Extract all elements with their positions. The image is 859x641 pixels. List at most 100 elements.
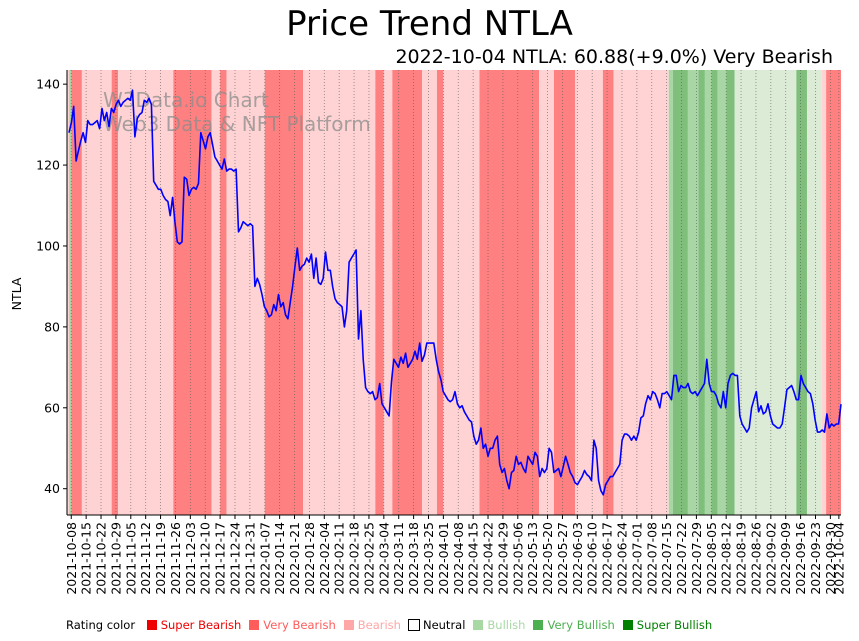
legend-label: Very Bullish — [547, 618, 615, 632]
x-tick-label: 2022-09-23 — [808, 522, 823, 595]
legend-title: Rating color — [66, 618, 136, 632]
x-tick-label: 2021-11-26 — [168, 522, 183, 595]
x-tick-label: 2022-02-25 — [361, 522, 376, 595]
y-tick-label: 140 — [36, 77, 60, 92]
rating-band — [436, 70, 444, 515]
x-tick-label: 2022-08-19 — [734, 522, 749, 595]
legend-label: Neutral — [422, 618, 466, 632]
x-tick-label: 2022-04-01 — [436, 522, 451, 595]
rating-band — [69, 70, 72, 515]
rating-band — [422, 70, 437, 515]
x-tick-label: 2022-02-04 — [317, 522, 332, 595]
legend-label: Very Bearish — [263, 618, 336, 632]
x-tick-label: 2021-12-24 — [228, 522, 243, 595]
legend-item: Super Bearish — [146, 618, 241, 632]
x-tick-label: 2022-03-18 — [406, 522, 421, 595]
rating-band — [264, 70, 304, 515]
x-tick-label: 2021-10-29 — [108, 522, 123, 595]
x-tick-label: 2022-06-10 — [585, 522, 600, 595]
rating-band — [575, 70, 603, 515]
x-tick-label: 2022-07-08 — [644, 522, 659, 595]
x-tick-label: 2022-01-28 — [302, 522, 317, 595]
rating-band — [806, 70, 822, 515]
legend-swatch — [533, 620, 544, 630]
rating-band — [383, 70, 393, 515]
rating-band — [711, 70, 718, 515]
rating-band — [668, 70, 674, 515]
y-tick-label: 120 — [36, 158, 60, 173]
watermark-line-1: W3Data.io Chart — [103, 88, 269, 112]
legend-label: Bearish — [357, 618, 401, 632]
legend-label: Bullish — [487, 618, 526, 632]
y-tick-label: 100 — [36, 238, 60, 253]
legend-swatch — [146, 620, 157, 630]
x-tick-label: 2022-04-29 — [495, 522, 510, 595]
x-tick-label: 2022-01-14 — [272, 522, 287, 595]
x-tick-label: 2021-12-17 — [213, 522, 228, 595]
x-tick-label: 2022-02-11 — [332, 522, 347, 595]
x-tick-label: 2022-05-06 — [510, 522, 525, 595]
watermark-line-2: Web3 Data & NFT Platform — [103, 112, 371, 136]
x-tick-label: 2022-05-20 — [540, 522, 555, 595]
y-tick-label: 40 — [44, 481, 60, 496]
x-tick-label: 2022-09-30 — [823, 522, 838, 595]
x-tick-label: 2022-02-18 — [347, 522, 362, 595]
x-tick-label: 2021-11-19 — [153, 522, 168, 595]
x-tick-label: 2022-05-13 — [525, 522, 540, 595]
rating-band — [81, 70, 112, 515]
x-tick-label: 2021-11-05 — [123, 522, 138, 595]
legend-swatch — [473, 620, 484, 630]
x-tick-label: 2021-10-08 — [64, 522, 79, 595]
x-tick-label: 2022-10-04 — [831, 522, 846, 595]
x-tick-label: 2022-05-27 — [555, 522, 570, 595]
x-tick-label: 2022-06-24 — [615, 522, 630, 595]
rating-band — [375, 70, 384, 515]
x-tick-label: 2022-08-12 — [719, 522, 734, 595]
rating-band — [796, 70, 807, 515]
x-tick-label: 2022-01-07 — [257, 522, 272, 595]
x-tick-label: 2022-01-21 — [287, 522, 302, 595]
x-tick-label: 2022-09-02 — [763, 522, 778, 595]
rating-band — [734, 70, 797, 515]
rating-band — [111, 70, 119, 515]
legend-item: Bearish — [343, 618, 401, 632]
chart-subtitle: 2022-10-04 NTLA: 60.88(+9.0%) Very Beari… — [395, 46, 833, 68]
legend-swatch — [622, 620, 633, 630]
legend-swatch — [343, 620, 354, 630]
legend-item: Super Bullish — [622, 618, 712, 632]
x-tick-label: 2021-12-03 — [183, 522, 198, 595]
rating-band — [826, 70, 841, 515]
rating-band — [479, 70, 540, 515]
x-tick-label: 2021-12-31 — [242, 522, 257, 595]
rating-band — [226, 70, 265, 515]
rating-band — [443, 70, 480, 515]
rating-band — [539, 70, 554, 515]
legend-item: Neutral — [407, 618, 466, 632]
x-tick-label: 2022-09-09 — [778, 522, 793, 595]
y-tick-label: 60 — [44, 400, 60, 415]
x-tick-label: 2022-03-11 — [391, 522, 406, 595]
x-tick-label: 2021-10-22 — [94, 522, 109, 595]
x-tick-label: 2021-11-12 — [138, 522, 153, 595]
legend-item: Very Bearish — [249, 618, 336, 632]
x-tick-label: 2022-08-05 — [704, 522, 719, 595]
rating-band — [602, 70, 614, 515]
x-tick-label: 2022-03-25 — [421, 522, 436, 595]
rating-band — [211, 70, 221, 515]
rating-band — [673, 70, 688, 515]
x-tick-label: 2022-07-01 — [629, 522, 644, 595]
x-tick-label: 2022-07-22 — [674, 522, 689, 595]
legend-item: Bullish — [473, 618, 525, 632]
x-tick-label: 2022-07-15 — [659, 522, 674, 595]
legend-swatch — [249, 620, 260, 630]
rating-legend: Rating color Super Bearish Very Bearish Be… — [66, 618, 712, 632]
x-tick-label: 2022-04-22 — [481, 522, 496, 595]
rating-band — [67, 70, 70, 515]
x-tick-label: 2022-04-08 — [451, 522, 466, 595]
y-axis-label: NTLA — [9, 277, 24, 310]
chart-title: Price Trend NTLA — [286, 4, 573, 44]
rating-band — [220, 70, 227, 515]
rating-band — [821, 70, 827, 515]
price-line — [68, 89, 842, 496]
